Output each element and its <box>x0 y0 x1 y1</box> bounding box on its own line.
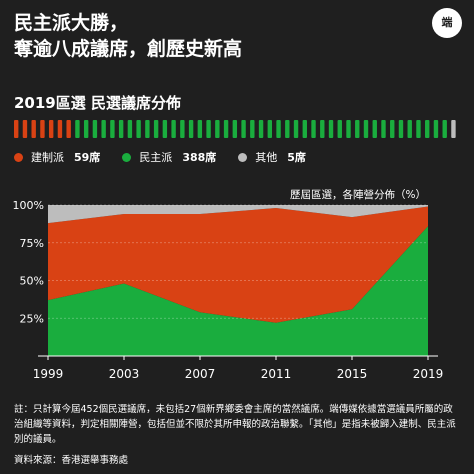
seat-tick <box>363 120 369 138</box>
seat-tick <box>223 120 229 138</box>
headline-line1: 民主派大勝， <box>14 12 129 34</box>
legend-dot-icon <box>14 152 23 162</box>
seat-tick <box>83 120 89 138</box>
seat-tick <box>66 120 71 138</box>
series-area-2 <box>48 205 428 224</box>
seat-tick <box>197 120 203 138</box>
seat-tick <box>337 120 342 138</box>
seat-tick <box>425 120 430 138</box>
publisher-logo: 端 <box>432 8 462 38</box>
source-note: 資料來源：香港選舉事務處 <box>14 455 129 466</box>
seat-tick <box>416 120 421 138</box>
seat-tick <box>180 120 185 138</box>
legend-value: 5席 <box>287 151 306 164</box>
seat-tick <box>407 120 412 138</box>
seat-tick <box>328 120 334 138</box>
y-tick-label: 50% <box>20 275 44 288</box>
seat-tick <box>346 120 351 138</box>
seat-tick <box>127 120 133 138</box>
seat-tick <box>40 120 45 138</box>
seat-tick <box>110 120 115 138</box>
seat-tick <box>390 120 395 138</box>
area-chart: 歷屆區選，各陣營分佈（%） 100% 75% 50% 25% 1999 2003 2007 20… <box>13 188 444 381</box>
legend-dot-icon <box>238 152 248 162</box>
legend-dot-icon <box>122 152 132 162</box>
seat-tick <box>145 120 150 138</box>
headline-line2: 奪逾八成議席，創歷史新高 <box>14 38 243 60</box>
legend-item-pro-establishment: 建制派 59席 <box>14 149 100 165</box>
seat-tick <box>241 120 246 138</box>
seat-tick <box>188 120 194 138</box>
seat-tick <box>258 120 264 138</box>
x-tick-label: 2015 <box>337 367 368 381</box>
legend-value: 59席 <box>74 151 101 164</box>
chart-title: 歷屆區選，各陣營分佈（%） <box>290 188 426 201</box>
seat-tick <box>451 120 456 138</box>
seat-tick <box>48 120 54 138</box>
x-tick-label: 2007 <box>185 367 216 381</box>
legend-value: 388席 <box>182 151 217 164</box>
seat-tick <box>372 120 377 138</box>
x-tick-label: 1999 <box>33 367 64 381</box>
seat-distribution-bar <box>14 120 456 138</box>
legend-label: 其他 <box>255 151 278 164</box>
x-tick-label: 2011 <box>261 367 292 381</box>
seat-tick <box>381 120 386 138</box>
legend-label: 建制派 <box>31 151 64 164</box>
seat-tick <box>267 120 273 138</box>
seat-tick <box>14 120 19 138</box>
seat-legend: 建制派 59席 民主派 388席 其他 5席 <box>14 148 460 166</box>
legend-item-others: 其他 5席 <box>238 149 306 165</box>
seat-tick <box>433 120 439 138</box>
y-tick-label: 75% <box>20 237 44 250</box>
legend-item-pro-democracy: 民主派 388席 <box>122 149 216 165</box>
seat-tick <box>162 120 168 138</box>
y-tick-label: 25% <box>20 312 44 325</box>
seat-tick <box>92 120 98 138</box>
seat-tick <box>31 120 36 138</box>
seat-tick <box>232 120 238 138</box>
seat-tick <box>118 120 124 138</box>
history-chart: 歷屆區選，各陣營分佈（%） 100% 75% 50% 25% 1999 2003 2007 20… <box>0 178 474 390</box>
seat-tick <box>171 120 176 138</box>
seat-tick <box>250 120 255 138</box>
seat-tick <box>398 120 404 138</box>
seat-tick <box>136 120 141 138</box>
seat-tick <box>293 120 299 138</box>
series-area-1 <box>48 206 428 323</box>
seat-tick <box>75 120 80 138</box>
seat-tick <box>57 120 63 138</box>
seat-tick <box>311 120 316 138</box>
seat-tick <box>153 120 159 138</box>
seat-tick <box>276 120 281 138</box>
seat-tick <box>285 120 290 138</box>
seat-tick <box>22 120 28 138</box>
footnote: 註：只計算今屆452個民選議席，未包括27個新界鄉委會主席的當然議席。端傳媒依據… <box>14 404 456 445</box>
seat-tick <box>206 120 211 138</box>
seat-tick <box>355 120 360 138</box>
x-tick-label: 2003 <box>109 367 140 381</box>
legend-label: 民主派 <box>139 151 173 164</box>
x-tick-label: 2019 <box>413 367 444 381</box>
seat-tick <box>101 120 106 138</box>
y-tick-label: 100% <box>13 199 44 212</box>
series-area-0 <box>48 226 428 356</box>
seat-tick <box>442 120 447 138</box>
seat-tick <box>302 120 307 138</box>
seat-tick <box>215 120 220 138</box>
seat-chart-title: 2019區選 民選議席分佈 <box>14 94 181 112</box>
headline: 民主派大勝， 奪逾八成議席，創歷史新高 <box>14 10 242 62</box>
seat-tick <box>320 120 325 138</box>
